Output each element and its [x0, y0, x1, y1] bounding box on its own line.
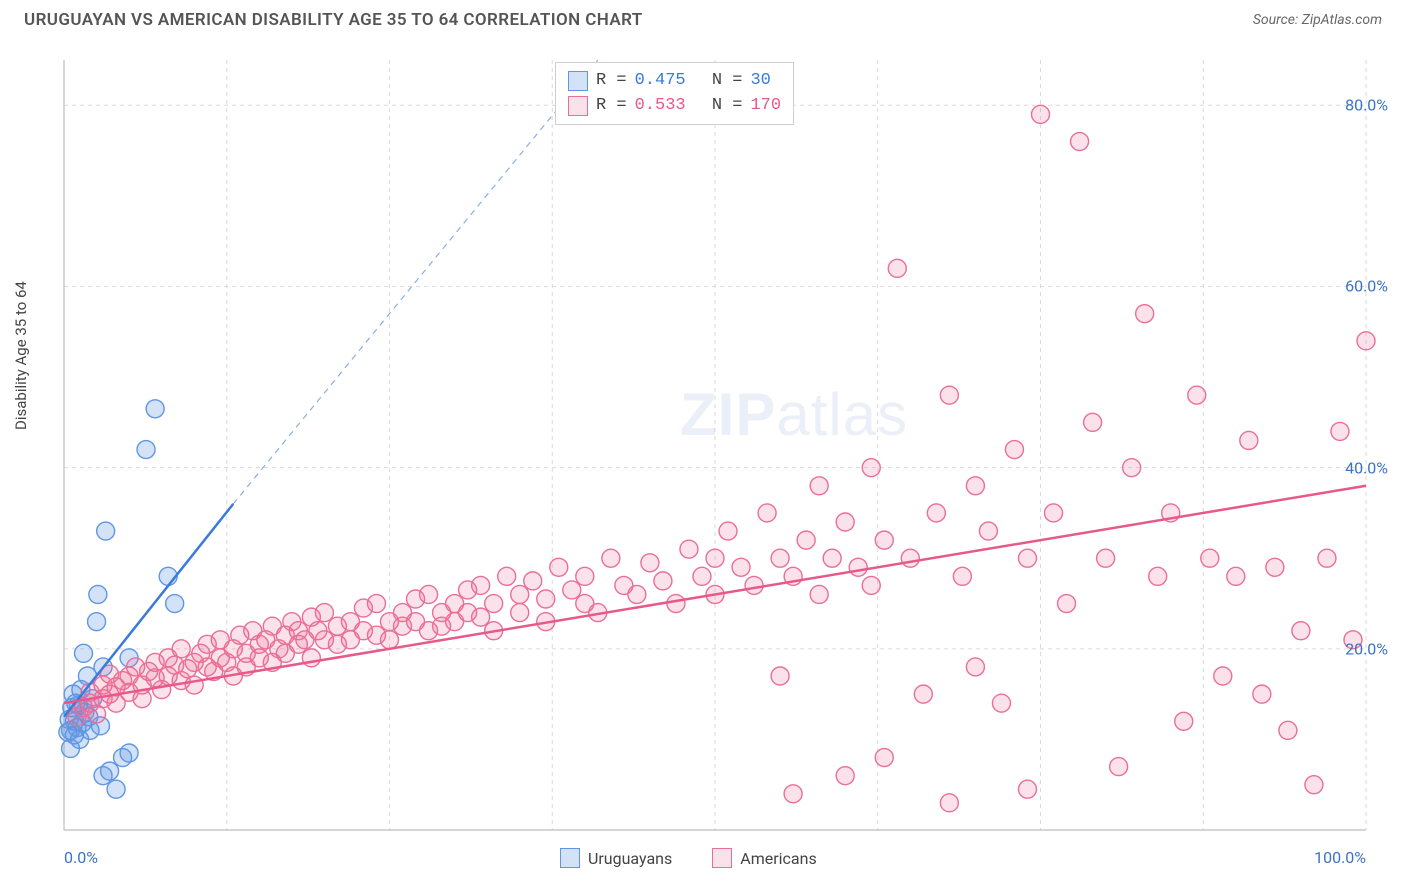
series-legend: Uruguayans Americans: [560, 848, 817, 868]
source-prefix: Source:: [1253, 12, 1302, 28]
r-label: R =: [596, 94, 627, 119]
swatch-americans: [568, 96, 588, 116]
legend-row-uruguayans: R = 0.475 N = 30: [568, 69, 781, 94]
r-label: R =: [596, 69, 627, 94]
chart-plot-area: [50, 50, 1390, 830]
legend-row-americans: R = 0.533 N = 170: [568, 94, 781, 119]
swatch-americans-bottom: [712, 848, 732, 868]
r-value-uruguayans: 0.475: [635, 69, 686, 94]
n-label: N =: [712, 94, 743, 119]
legend-item-americans: Americans: [712, 848, 816, 868]
y-tick-label: 80.0%: [1345, 96, 1388, 115]
scatter-chart-svg: [50, 50, 1390, 840]
x-tick-label: 0.0%: [64, 848, 98, 867]
x-tick-label: 100.0%: [1314, 848, 1366, 867]
y-tick-label: 40.0%: [1345, 458, 1388, 477]
legend-label-uruguayans: Uruguayans: [588, 849, 672, 868]
r-value-americans: 0.533: [635, 94, 686, 119]
y-tick-label: 20.0%: [1345, 639, 1388, 658]
n-label: N =: [712, 69, 743, 94]
chart-title: URUGUAYAN VS AMERICAN DISABILITY AGE 35 …: [24, 10, 643, 30]
n-value-americans: 170: [750, 94, 781, 119]
correlation-legend: R = 0.475 N = 30 R = 0.533 N = 170: [555, 62, 794, 125]
n-value-uruguayans: 30: [750, 69, 770, 94]
legend-item-uruguayans: Uruguayans: [560, 848, 672, 868]
source-name: ZipAtlas.com: [1302, 12, 1382, 28]
legend-label-americans: Americans: [740, 849, 816, 868]
y-axis-label: Disability Age 35 to 64: [12, 281, 30, 430]
swatch-uruguayans-bottom: [560, 848, 580, 868]
chart-source: Source: ZipAtlas.com: [1253, 12, 1382, 28]
y-tick-label: 60.0%: [1345, 277, 1388, 296]
swatch-uruguayans: [568, 71, 588, 91]
